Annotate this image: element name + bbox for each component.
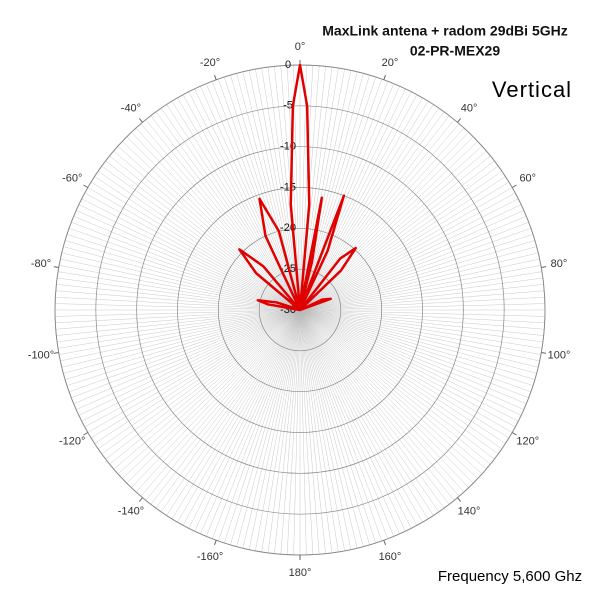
chart-subtitle: 02-PR-MEX29 (410, 43, 500, 59)
r-tick-label: -5 (283, 100, 293, 112)
theta-tick (83, 432, 89, 436)
theta-tick (541, 266, 547, 268)
grid-circle (95, 105, 505, 515)
theta-tick (53, 352, 59, 354)
theta-tick-label: -60° (62, 172, 82, 184)
theta-tick-label: -120° (59, 435, 85, 447)
theta-tick-label: 80° (551, 258, 568, 270)
grid-circle (177, 187, 423, 433)
theta-tick (214, 74, 217, 80)
theta-tick-label: 100° (548, 350, 571, 362)
theta-tick-label: 120° (516, 435, 539, 447)
theta-tick-label: 60° (519, 172, 536, 184)
theta-tick-label: -20° (200, 57, 220, 69)
theta-tick (457, 497, 462, 502)
theta-tick (457, 118, 462, 123)
r-tick-label: -15 (280, 181, 296, 193)
theta-tick-label: 0° (295, 41, 306, 53)
theta-tick-label: -100° (28, 350, 54, 362)
theta-tick (138, 118, 143, 123)
theta-tick (383, 74, 386, 80)
theta-tick (541, 352, 547, 354)
annotation: Vertical (492, 77, 572, 102)
grid-circle (258, 268, 342, 352)
grid-circle (136, 146, 464, 474)
theta-tick (214, 540, 217, 546)
r-tick-label: -10 (280, 141, 296, 153)
theta-tick (511, 432, 517, 436)
pattern-line (238, 63, 357, 312)
theta-tick (138, 497, 143, 502)
annotation: Frequency 5,600 Ghz (438, 568, 582, 585)
theta-tick (383, 540, 386, 546)
chart-title: MaxLink antena + radom 29dBi 5GHz (322, 23, 567, 39)
theta-tick-label: -40° (121, 102, 141, 114)
grid-circle (217, 227, 383, 393)
r-tick-label: 0 (285, 59, 291, 71)
theta-tick-label: 140° (458, 505, 481, 517)
theta-tick-label: 160° (379, 551, 402, 563)
theta-tick (53, 266, 59, 268)
theta-tick (511, 184, 517, 188)
theta-tick-label: 180° (289, 567, 312, 579)
theta-tick-label: 20° (382, 57, 399, 69)
theta-tick-label: -160° (197, 551, 223, 563)
theta-tick-label: -80° (31, 258, 51, 270)
theta-tick-label: -140° (118, 505, 144, 517)
theta-tick (83, 184, 89, 188)
theta-tick-label: 40° (461, 102, 478, 114)
